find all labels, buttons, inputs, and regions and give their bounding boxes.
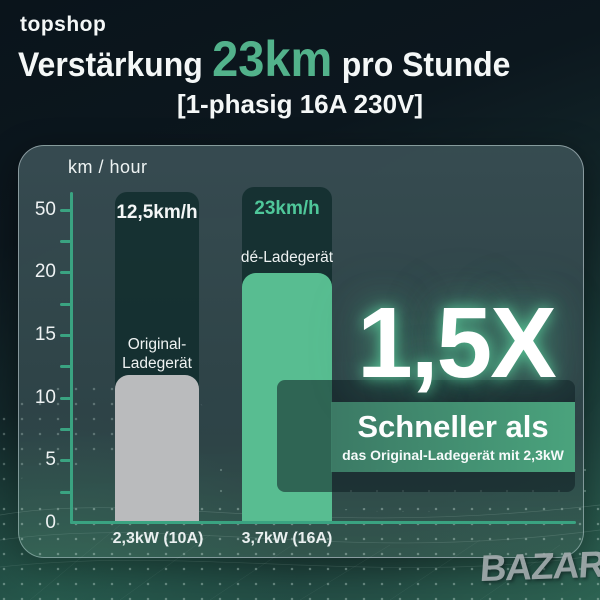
y-axis-tick — [60, 428, 71, 431]
callout-subline: das Original-Ladegerät mit 2,3kW — [342, 447, 564, 464]
x-tick-label-original: 2,3kW (10A) — [112, 530, 204, 547]
chart-area: km / hour 50 20 15 10 5 0 12,5km/h Origi… — [18, 145, 584, 558]
bar-name-label-upgrade: dé-Ladegerät — [230, 249, 344, 268]
callout-headline: Schneller als — [357, 408, 549, 444]
x-axis-line — [70, 521, 576, 524]
bar-name-line1: dé-Ladegerät — [240, 249, 334, 266]
y-tick-label: 0 — [45, 512, 56, 533]
subtitle: [1-phasig 16A 230V] — [176, 89, 424, 119]
y-axis-tick — [60, 491, 71, 494]
y-axis-tick — [60, 334, 71, 337]
y-axis-tick — [60, 271, 71, 274]
y-tick-label: 15 — [34, 324, 56, 345]
bar-value-label-original: 12,5km/h — [116, 202, 198, 223]
bar-original-charger — [115, 375, 199, 522]
y-tick-label: 20 — [34, 261, 56, 282]
title-suffix: pro Stunde — [341, 46, 511, 84]
y-axis-tick — [60, 365, 71, 368]
x-tick-label-upgrade: 3,7kW (16A) — [241, 530, 333, 547]
callout-multiplier: 1,5X — [357, 287, 557, 399]
bar-value-label-upgrade: 23km/h — [254, 198, 320, 219]
title-prefix: Verstärkung — [18, 46, 203, 84]
bar-name-label-original: Original- Ladegerät — [109, 336, 205, 374]
y-tick-label: 50 — [34, 199, 56, 220]
watermark-logo: BAZAR — [478, 543, 600, 590]
y-tick-label: 5 — [45, 449, 56, 470]
page-title: Verstärkung 23km pro Stunde — [18, 34, 510, 85]
y-tick-label: 10 — [34, 387, 56, 408]
y-axis-line — [70, 192, 73, 524]
y-axis-title: km / hour — [68, 157, 148, 177]
y-axis-tick — [60, 459, 71, 462]
brand-logo: topshop — [20, 13, 107, 36]
y-axis-tick — [60, 397, 71, 400]
watermark-text: BAZAR — [478, 543, 600, 590]
y-axis-tick — [60, 209, 71, 212]
callout-band: Schneller als das Original-Ladegerät mit… — [331, 402, 575, 472]
y-axis-tick — [60, 303, 71, 306]
bar-name-line2: Ladegerät — [122, 354, 192, 372]
title-highlight: 23km — [212, 31, 333, 87]
bar-name-line1: Original- — [127, 336, 187, 353]
y-axis-tick — [60, 240, 71, 243]
